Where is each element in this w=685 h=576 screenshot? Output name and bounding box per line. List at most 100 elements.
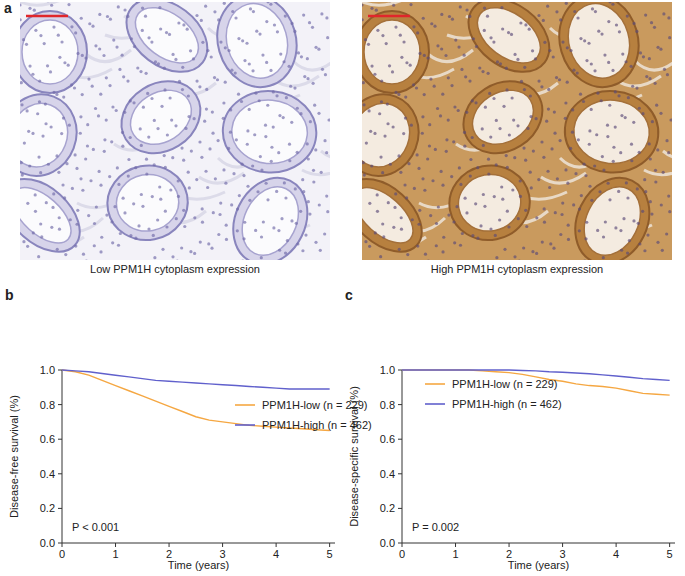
nucleus xyxy=(607,61,610,64)
nucleus xyxy=(283,181,286,184)
nucleus xyxy=(555,10,558,13)
nucleus xyxy=(301,249,304,252)
nucleus xyxy=(254,92,257,95)
nucleus xyxy=(213,10,216,13)
nucleus xyxy=(153,256,156,259)
nucleus xyxy=(450,84,453,87)
nucleus xyxy=(296,151,299,154)
nucleus xyxy=(636,187,639,190)
nucleus xyxy=(245,42,248,45)
nucleus xyxy=(561,201,564,204)
nucleus xyxy=(34,210,37,213)
nucleus xyxy=(600,32,603,35)
nucleus xyxy=(65,162,68,165)
nucleus xyxy=(501,27,504,30)
nucleus xyxy=(86,144,89,147)
nucleus xyxy=(222,117,225,120)
nucleus xyxy=(596,92,599,95)
nucleus xyxy=(444,54,447,57)
nucleus xyxy=(547,88,550,91)
nucleus xyxy=(537,14,540,17)
nucleus xyxy=(478,66,481,69)
nucleus xyxy=(153,119,156,122)
nucleus xyxy=(572,203,575,206)
nucleus xyxy=(617,94,620,97)
nucleus xyxy=(373,73,376,76)
nucleus xyxy=(49,70,52,73)
nucleus xyxy=(46,2,49,3)
nucleus xyxy=(230,203,233,206)
nucleus xyxy=(249,7,252,10)
nucleus xyxy=(50,226,53,229)
nucleus xyxy=(651,120,654,123)
nucleus xyxy=(230,69,233,72)
nucleus xyxy=(246,129,249,132)
nucleus xyxy=(176,260,179,261)
nucleus xyxy=(471,99,474,102)
nucleus xyxy=(39,171,42,174)
nucleus xyxy=(380,100,383,103)
nucleus xyxy=(441,184,444,187)
nucleus xyxy=(181,66,184,69)
nucleus xyxy=(111,241,114,244)
y-tick-label: 1.0 xyxy=(380,364,395,376)
nucleus xyxy=(603,54,606,57)
nucleus xyxy=(177,21,180,24)
nucleus xyxy=(459,183,462,186)
gland-lumen xyxy=(560,2,638,85)
nucleus xyxy=(406,253,409,256)
nucleus xyxy=(222,168,225,171)
nucleus xyxy=(68,124,71,127)
x-axis xyxy=(402,543,675,544)
nucleus xyxy=(431,179,434,182)
nucleus xyxy=(649,157,652,160)
nucleus xyxy=(457,46,460,49)
nucleus xyxy=(20,18,22,21)
nucleus xyxy=(440,47,443,50)
nucleus xyxy=(524,159,527,162)
nucleus xyxy=(134,166,137,169)
nucleus xyxy=(588,129,591,132)
nucleus xyxy=(453,105,456,108)
nucleus xyxy=(423,189,426,192)
nucleus xyxy=(113,205,116,208)
nucleus xyxy=(236,229,239,232)
nucleus xyxy=(147,135,150,138)
nucleus xyxy=(531,49,534,52)
nucleus xyxy=(486,15,489,18)
nucleus xyxy=(105,76,108,79)
nucleus xyxy=(121,145,124,148)
nucleus xyxy=(511,96,514,99)
gland-epithelium xyxy=(20,11,87,93)
nucleus xyxy=(91,25,94,28)
nucleus xyxy=(417,223,420,226)
nucleus xyxy=(277,151,280,154)
stroma-fibre xyxy=(199,173,244,183)
nucleus xyxy=(577,138,580,141)
nucleus xyxy=(628,239,631,242)
nucleus xyxy=(106,15,109,18)
nucleus xyxy=(174,58,177,61)
nucleus xyxy=(479,224,482,227)
nucleus xyxy=(262,220,265,223)
nucleus xyxy=(537,79,540,82)
nucleus xyxy=(468,79,471,82)
gland-epithelium xyxy=(207,2,308,97)
legend-label: PPM1H-low (n = 229) xyxy=(452,378,557,390)
nucleus xyxy=(234,16,237,19)
nucleus xyxy=(495,119,498,122)
x-tick xyxy=(616,543,617,547)
nucleus xyxy=(164,210,167,213)
nucleus xyxy=(501,198,504,201)
nucleus xyxy=(499,62,502,65)
nucleus xyxy=(649,200,652,203)
nucleus xyxy=(638,242,641,245)
gland-lumen xyxy=(20,95,77,175)
nucleus xyxy=(661,249,664,252)
nucleus xyxy=(440,13,443,16)
nucleus xyxy=(412,83,415,86)
nucleus xyxy=(667,194,670,197)
nucleus xyxy=(47,163,50,166)
nucleus xyxy=(513,255,516,258)
x-tick-label: 0 xyxy=(399,548,405,560)
